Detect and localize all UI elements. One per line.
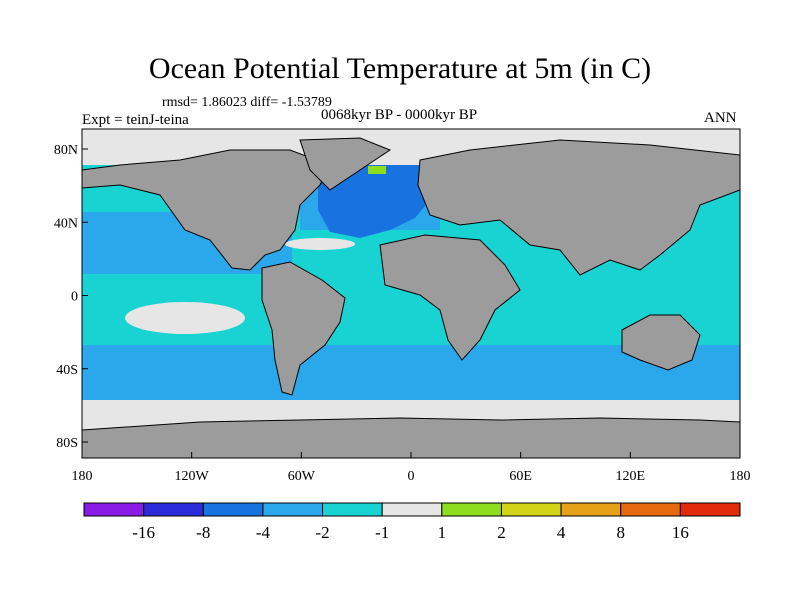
x-tick-label: 180	[730, 469, 751, 484]
land-africa	[379, 234, 521, 361]
colorbar-label: -8	[196, 523, 210, 542]
land-antarctica	[82, 417, 740, 458]
colorbar-swatch	[679, 502, 741, 517]
x-tick-label: 180	[72, 469, 93, 484]
x-tick-label: 120E	[616, 469, 646, 484]
warm-patch	[368, 166, 386, 174]
colorbar-swatch	[620, 502, 681, 517]
colorbar-swatch	[202, 502, 264, 517]
colorbar-swatch	[441, 502, 502, 517]
x-axis: 180 120W 60W 0 60E 120E 180	[72, 452, 751, 484]
colorbar-label: -4	[256, 523, 271, 542]
colorbar-label: -16	[132, 523, 155, 542]
colorbar-swatch	[143, 502, 204, 517]
land-south-america	[261, 261, 346, 396]
x-tick-label: 0	[408, 469, 415, 484]
colorbar-label: -1	[375, 523, 389, 542]
colorbar: -16 -8 -4 -2 -1 1 2 4 8 16	[83, 502, 741, 542]
y-tick-label: 80N	[54, 143, 78, 158]
x-tick-label: 120W	[175, 469, 210, 484]
colorbar-label: 4	[557, 523, 566, 542]
land	[82, 137, 740, 458]
south-pacific-patch	[125, 302, 245, 334]
y-axis: 80N 40N 0 40S 80S	[54, 143, 88, 451]
map-title: Ocean Potential Temperature at 5m (in C)	[148, 52, 652, 85]
x-tick-label: 60W	[288, 469, 316, 484]
y-tick-label: 40N	[54, 216, 78, 231]
y-tick-label: 40S	[56, 363, 78, 378]
land-greenland	[299, 137, 392, 191]
colorbar-swatch	[500, 502, 562, 517]
colorbar-label: -2	[315, 523, 329, 542]
x-tick-label: 60E	[509, 469, 532, 484]
colorbar-swatch	[322, 502, 383, 517]
stats-text: rmsd= 1.86023 diff= -1.53789	[162, 95, 332, 110]
north-atlantic-patch	[285, 238, 355, 250]
colorbar-swatch	[262, 502, 324, 517]
colorbar-label: 1	[438, 523, 447, 542]
colorbar-swatch	[560, 502, 622, 517]
y-tick-label: 0	[71, 290, 78, 305]
colorbar-label: 16	[672, 523, 689, 542]
land-eurasia	[417, 139, 740, 276]
land-australia	[621, 314, 701, 371]
season-text: ANN	[704, 110, 737, 126]
experiment-text: Expt = teinJ-teina	[82, 112, 189, 128]
map-area	[82, 129, 740, 458]
colorbar-swatch	[83, 502, 145, 517]
colorbar-label: 2	[497, 523, 506, 542]
colorbar-swatch	[381, 502, 443, 517]
north-atlantic-cooling	[318, 158, 450, 238]
colorbar-label: 8	[616, 523, 625, 542]
y-tick-label: 80S	[56, 436, 78, 451]
land-north-america	[82, 149, 331, 271]
period-text: 0068kyr BP - 0000kyr BP	[321, 107, 478, 123]
